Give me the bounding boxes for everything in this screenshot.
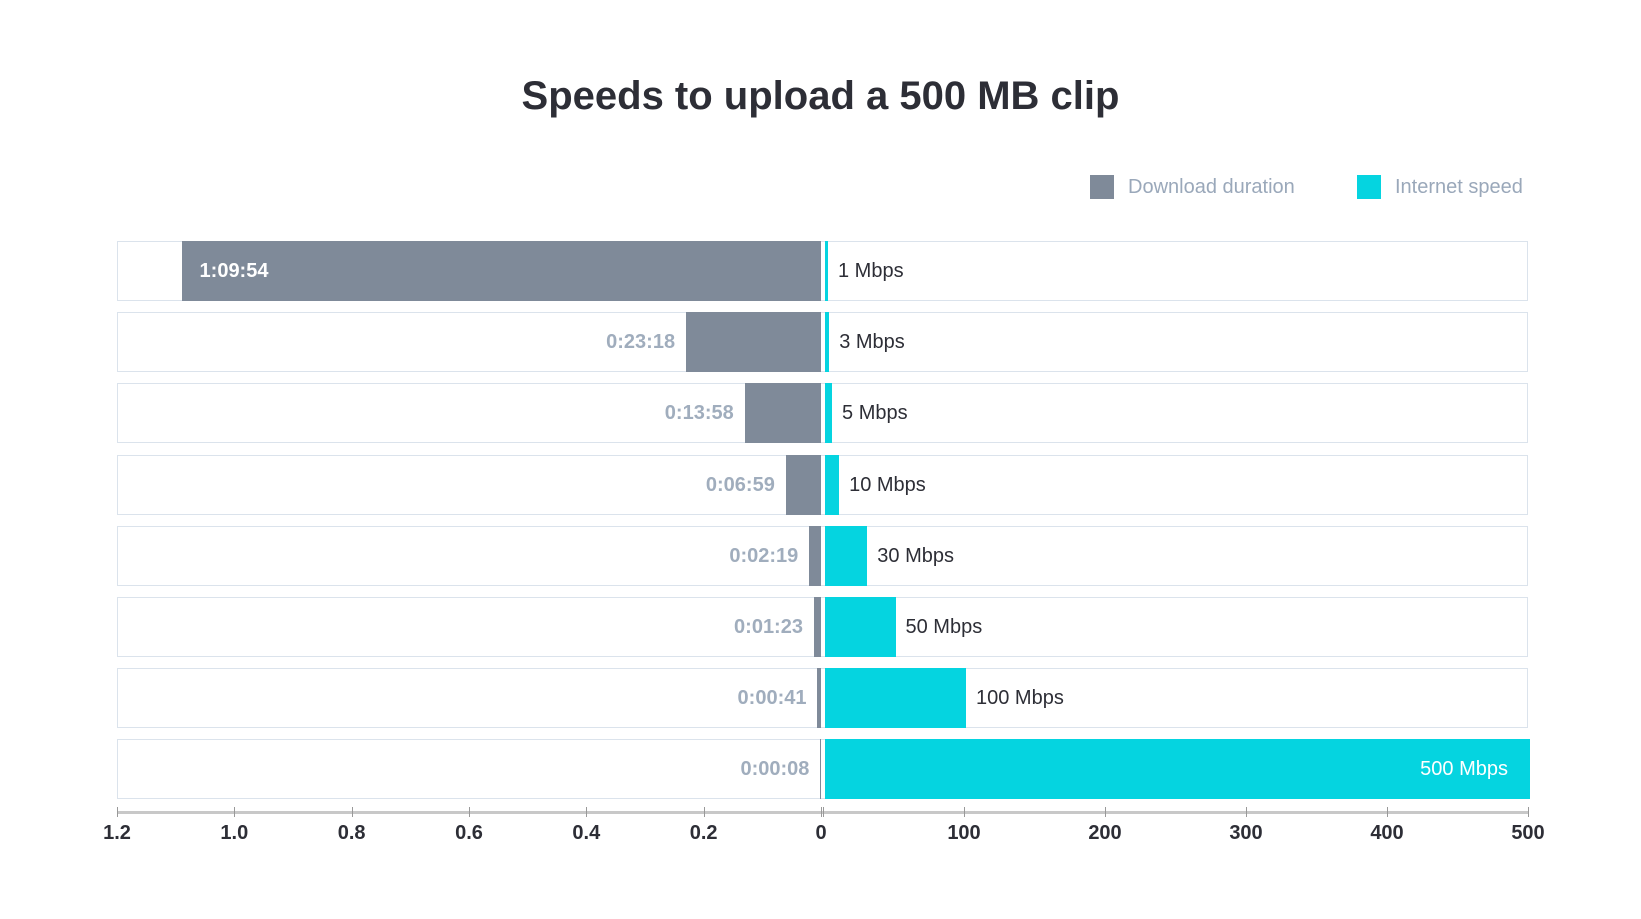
left-axis-tick [351,807,353,817]
right-axis-tick-label: 100 [947,822,981,844]
right-axis-tick-label: 200 [1088,822,1122,844]
duration-label: 1:09:54 [199,260,269,282]
row-background [117,597,1528,657]
right-axis-tick [1528,807,1529,817]
duration-label: 0:23:18 [606,331,676,354]
duration-label: 0:02:19 [729,544,799,567]
speed-bar [825,668,966,729]
left-axis-tick-label: 0.4 [572,822,601,844]
speed-bar [825,739,1530,800]
x-axis-line [117,811,1528,814]
right-axis-tick [964,807,965,817]
speed-bar [825,454,840,515]
speed-bar [825,597,896,657]
speed-bar [825,241,828,301]
duration-label: 0:13:58 [664,402,734,425]
speed-label: 5 Mbps [842,402,908,425]
duration-bar [817,668,821,729]
right-axis-tick [1105,807,1106,817]
duration-bar [686,312,821,373]
row-background [117,312,1528,373]
duration-bar [820,739,821,800]
speed-label: 100 Mbps [976,687,1064,710]
right-axis-tick [1387,807,1388,817]
left-axis-tick [117,807,118,817]
duration-label: 0:00:41 [737,687,807,710]
legend-item-download-duration: Download duration [1090,174,1295,200]
speed-bar [825,383,833,444]
duration-bar [181,241,821,301]
row-background [117,668,1528,729]
speed-label: 10 Mbps [849,473,926,496]
speed-label: 3 Mbps [839,331,905,354]
left-axis-tick [469,807,470,817]
right-axis-tick-label: 300 [1229,822,1263,844]
legend-swatch-speed [1357,175,1381,199]
left-axis-tick [703,807,705,817]
legend-item-internet-speed: Internet speed [1357,174,1523,200]
duration-bar [809,525,821,586]
duration-bar [744,383,821,444]
duration-label: 0:00:08 [740,758,810,781]
left-axis-tick-label: 0.6 [455,822,483,844]
speed-label: 50 Mbps [905,616,983,638]
left-axis-tick-label: 1.2 [103,822,131,844]
legend-label-speed: Internet speed [1395,175,1523,198]
left-axis-tick [821,807,822,817]
right-axis-tick [823,807,824,817]
speed-label: 1 Mbps [838,260,904,282]
duration-bar [813,597,821,657]
speed-bar [825,312,830,373]
left-axis-tick [586,807,588,817]
left-axis-tick [234,807,236,817]
left-axis-tick-label: 0.2 [689,822,718,844]
left-axis-tick-label: 0.8 [337,822,366,844]
left-axis-tick-label: 1.0 [220,822,249,844]
row-background [117,525,1528,586]
right-axis-tick [1246,807,1247,817]
duration-label: 0:01:23 [734,616,803,638]
speed-label: 500 Mbps [1420,758,1508,781]
row-background [117,383,1528,444]
chart-title: Speeds to upload a 500 MB clip [521,74,1120,118]
left-axis-tick-label: 0 [815,822,827,844]
row-background [117,454,1528,515]
speed-bar [825,525,868,586]
legend-label-duration: Download duration [1128,175,1295,198]
duration-bar [785,454,821,515]
right-axis-tick-label: 500 [1511,822,1545,844]
right-axis-tick-label: 400 [1370,822,1404,844]
speed-label: 30 Mbps [877,544,955,567]
duration-label: 0:06:59 [705,473,775,496]
legend-swatch-duration [1090,175,1114,199]
